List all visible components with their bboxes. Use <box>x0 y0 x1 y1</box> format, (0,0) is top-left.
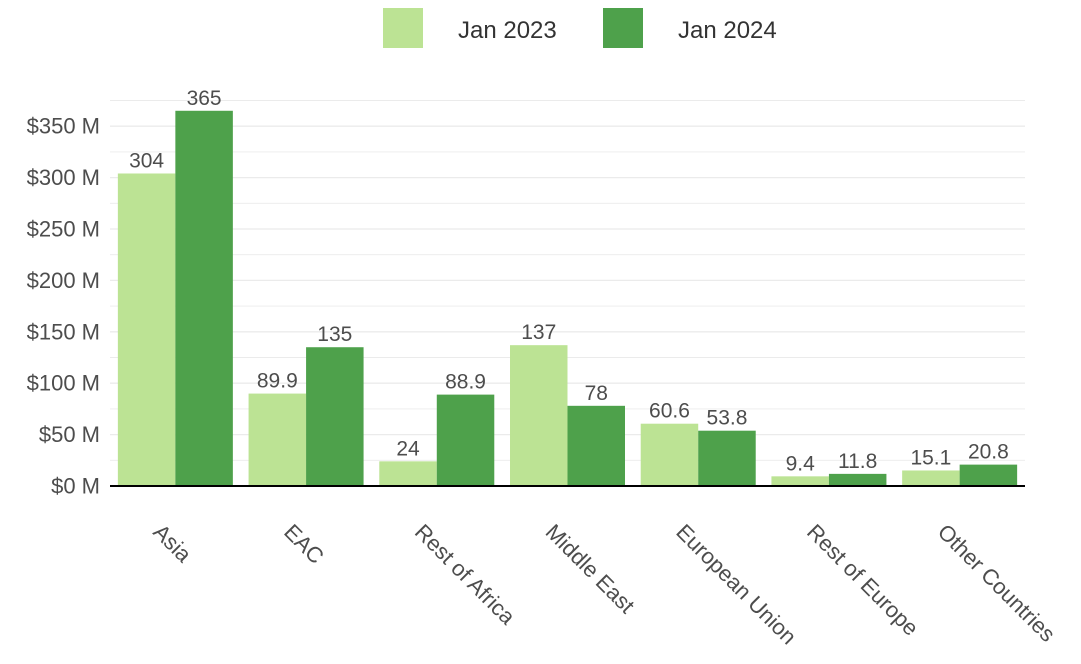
bar-jan-2024-european-union[interactable] <box>698 430 756 486</box>
x-tick-label: Asia <box>149 519 197 567</box>
data-label: 78 <box>585 382 608 405</box>
x-tick-label: Other Countries <box>933 519 1060 646</box>
x-tick-label: Rest of Africa <box>410 519 521 630</box>
data-label: 88.9 <box>445 371 486 394</box>
bar-jan-2024-eac[interactable] <box>306 347 364 486</box>
bar-jan-2023-eac[interactable] <box>248 393 307 486</box>
data-label: 60.6 <box>649 400 690 423</box>
bar-jan-2023-other-countries[interactable] <box>902 470 960 486</box>
y-tick-label: $250 M <box>27 217 100 242</box>
legend-swatch-jan-2023 <box>383 8 423 48</box>
bar-jan-2023-rest-of-europe[interactable] <box>771 476 829 486</box>
x-tick-label: European Union <box>671 519 801 649</box>
data-label: 53.8 <box>707 407 748 430</box>
x-tick-label: Rest of Europe <box>802 519 923 640</box>
y-tick-label: $100 M <box>27 371 100 396</box>
data-label: 9.4 <box>786 452 816 475</box>
x-tick-label: EAC <box>279 519 329 569</box>
data-label: 24 <box>396 437 420 460</box>
data-label: 20.8 <box>968 441 1009 464</box>
legend: Jan 2023 Jan 2024 <box>0 8 1081 50</box>
legend-label-jan-2023: Jan 2023 <box>458 17 557 44</box>
y-tick-label: $0 M <box>51 474 100 499</box>
data-label: 11.8 <box>838 450 877 473</box>
legend-swatch-jan-2024 <box>603 8 643 48</box>
bar-jan-2023-european-union[interactable] <box>640 423 699 486</box>
bar-jan-2024-asia[interactable] <box>175 110 233 486</box>
y-tick-label: $150 M <box>27 319 100 344</box>
data-label: 365 <box>187 87 222 110</box>
data-label: 89.9 <box>257 370 298 393</box>
x-tick-label: Middle East <box>541 519 640 618</box>
y-tick-label: $300 M <box>27 165 100 190</box>
data-label: 135 <box>317 323 352 346</box>
legend-label-jan-2024: Jan 2024 <box>678 17 777 44</box>
bar-jan-2023-rest-of-africa[interactable] <box>379 461 437 486</box>
data-label: 137 <box>521 321 556 344</box>
data-label: 304 <box>129 149 164 172</box>
y-tick-label: $50 M <box>39 422 100 447</box>
bar-jan-2023-asia[interactable] <box>117 173 176 486</box>
data-label: 15.1 <box>910 446 951 469</box>
bar-jan-2024-rest-of-africa[interactable] <box>436 394 495 486</box>
bar-jan-2024-other-countries[interactable] <box>959 464 1018 486</box>
bar-jan-2023-middle-east[interactable] <box>510 345 568 486</box>
bar-jan-2024-rest-of-europe[interactable] <box>828 473 887 486</box>
bar-jan-2024-middle-east[interactable] <box>567 405 626 486</box>
y-tick-label: $350 M <box>27 114 100 139</box>
y-tick-label: $200 M <box>27 268 100 293</box>
